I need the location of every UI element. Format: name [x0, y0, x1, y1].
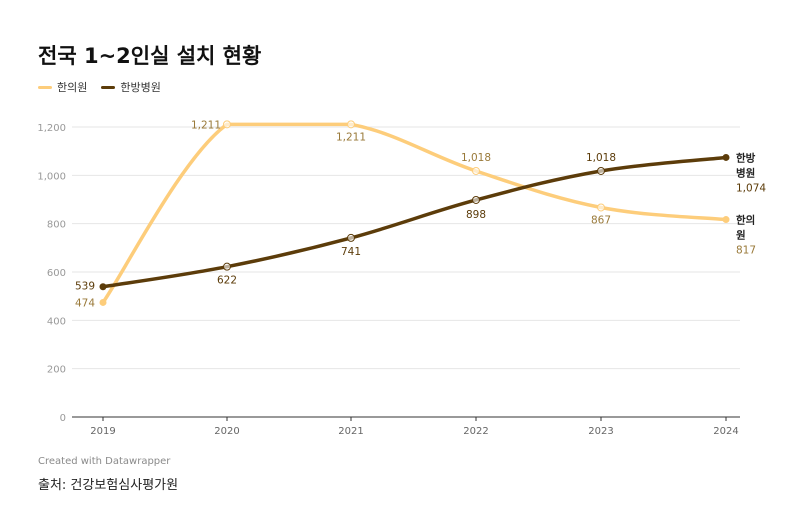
datawrapper-credit: Created with Datawrapper	[38, 456, 171, 467]
series-line-hanuiwon	[101, 122, 728, 305]
y-tick-label: 200	[47, 365, 66, 376]
data-point-hanuiwon	[472, 166, 480, 175]
y-tick-label: 400	[47, 316, 66, 327]
data-point-hanuiwon	[597, 203, 605, 212]
series-line-hanbang	[101, 155, 728, 289]
source-text: 출처: 건강보험심사평가원	[38, 478, 179, 493]
legend-label-hanuiwon: 한의원	[57, 81, 88, 94]
end-label-hanbang: 병원	[736, 166, 755, 179]
data-label-hanbang: 898	[466, 209, 486, 221]
data-point-hanbang	[223, 262, 231, 271]
data-label-hanuiwon: 817	[736, 245, 756, 257]
data-point-hanbang	[597, 166, 605, 175]
end-label-hanbang: 한방	[736, 151, 756, 164]
y-tick-label: 800	[47, 220, 66, 231]
y-tick-label: 0	[60, 413, 66, 424]
x-tick-label: 2021	[338, 426, 363, 437]
x-tick-label: 2022	[463, 426, 488, 437]
data-label-hanuiwon: 867	[591, 214, 611, 226]
data-point-hanbang	[347, 233, 355, 242]
data-label-hanuiwon: 1,018	[461, 152, 491, 164]
x-tick-label: 2024	[713, 426, 738, 437]
legend-swatch-hanbang	[101, 85, 116, 89]
y-tick-label: 600	[47, 268, 66, 279]
data-point-hanbang	[99, 283, 107, 291]
data-point-hanuiwon	[347, 120, 355, 129]
x-tick-label: 2023	[588, 426, 613, 437]
data-label-hanuiwon: 474	[75, 297, 95, 309]
legend-label-hanbang: 한방병원	[120, 81, 161, 94]
y-tick-label: 1,200	[37, 123, 66, 134]
data-label-hanbang: 1,018	[586, 152, 616, 164]
data-point-hanuiwon	[99, 298, 107, 306]
chart-title: 전국 1~2인실 설치 현황	[38, 44, 262, 68]
data-label-hanbang: 539	[75, 281, 95, 293]
legend-item-hanuiwon: 한의원	[38, 79, 87, 95]
data-label-hanbang: 741	[341, 246, 361, 258]
legend-swatch-hanuiwon	[38, 85, 52, 89]
x-tick-label: 2020	[214, 426, 239, 437]
data-label-hanuiwon: 1,211	[336, 131, 366, 143]
data-label-hanbang: 622	[217, 275, 237, 287]
data-label-hanbang: 1,074	[736, 182, 766, 194]
end-label-hanuiwon: 한의	[736, 214, 755, 227]
legend-item-hanbang: 한방병원	[101, 79, 161, 95]
end-label-hanuiwon: 원	[736, 229, 746, 242]
data-point-hanuiwon	[223, 120, 231, 129]
legend: 한의원 한방병원	[38, 79, 161, 95]
data-point-hanbang	[472, 195, 480, 204]
data-label-hanuiwon: 1,211	[191, 119, 221, 131]
data-point-hanbang	[722, 153, 730, 161]
y-tick-label: 1,000	[37, 171, 66, 182]
data-point-hanuiwon	[722, 216, 730, 224]
x-tick-label: 2019	[90, 426, 115, 437]
